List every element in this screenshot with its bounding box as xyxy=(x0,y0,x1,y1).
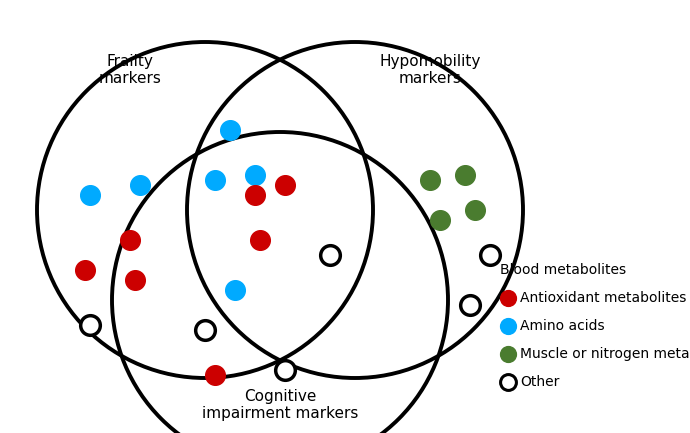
Point xyxy=(502,351,513,358)
Point xyxy=(84,191,95,198)
Point xyxy=(460,171,471,178)
Point xyxy=(224,126,235,133)
Point xyxy=(279,181,290,188)
Point xyxy=(250,171,261,178)
Point xyxy=(210,177,221,184)
Text: Other: Other xyxy=(520,375,560,389)
Point xyxy=(79,267,90,274)
Point xyxy=(255,236,266,243)
Point xyxy=(250,191,261,198)
Point xyxy=(124,236,135,243)
Point xyxy=(210,372,221,378)
Point xyxy=(502,378,513,385)
Point xyxy=(435,216,446,223)
Point xyxy=(484,252,495,259)
Point xyxy=(199,326,210,333)
Point xyxy=(230,287,241,294)
Text: Blood metabolites: Blood metabolites xyxy=(500,263,626,277)
Text: Hypomobility
markers: Hypomobility markers xyxy=(380,54,481,86)
Point xyxy=(84,322,95,329)
Point xyxy=(464,301,475,308)
Point xyxy=(502,294,513,301)
Point xyxy=(324,252,335,259)
Text: Muscle or nitrogen metabolites: Muscle or nitrogen metabolites xyxy=(520,347,690,361)
Text: Frailty
markers: Frailty markers xyxy=(99,54,161,86)
Text: Cognitive
impairment markers: Cognitive impairment markers xyxy=(201,389,358,421)
Point xyxy=(130,277,141,284)
Text: Antioxidant metabolites: Antioxidant metabolites xyxy=(520,291,687,305)
Text: Amino acids: Amino acids xyxy=(520,319,604,333)
Point xyxy=(279,367,290,374)
Point xyxy=(135,181,146,188)
Point xyxy=(469,207,480,213)
Point xyxy=(424,177,435,184)
Point xyxy=(502,323,513,330)
